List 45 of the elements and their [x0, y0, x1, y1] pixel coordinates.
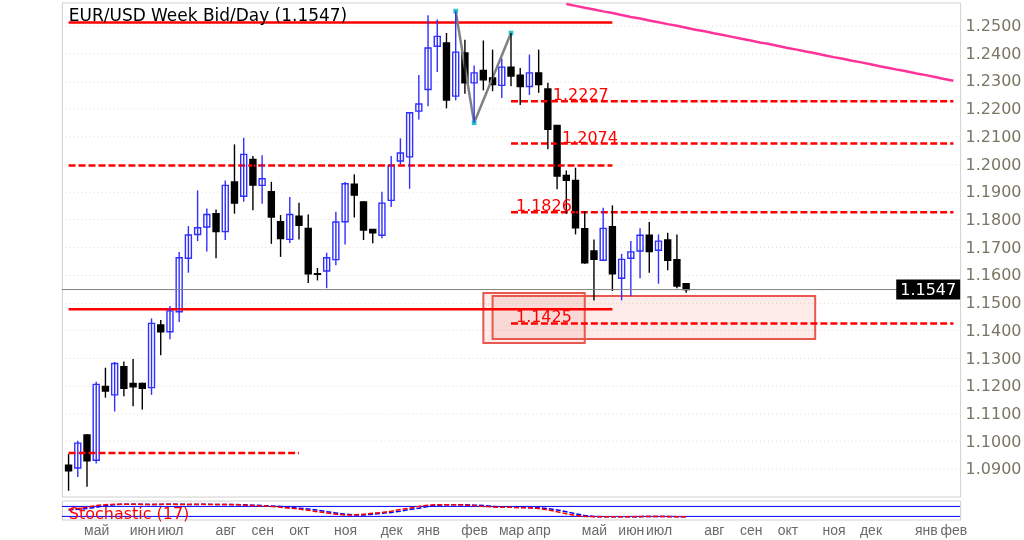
x-tick-label: ноя [822, 521, 846, 538]
x-tick-label: фев [940, 521, 968, 538]
x-tick-label: июн [618, 521, 645, 538]
x-tick-label: май [84, 521, 110, 538]
y-tick-label: 1.1400 [965, 320, 1022, 340]
x-tick-label: май [581, 521, 608, 538]
y-tick-label: 1.2500 [965, 16, 1022, 36]
x-tick-label: мар [498, 521, 525, 538]
y-tick-label: 1.2300 [965, 71, 1022, 91]
y-tick-label: 1.2000 [965, 154, 1022, 174]
y-tick-label: 1.1500 [965, 293, 1022, 313]
x-tick-label: апр [527, 521, 551, 538]
x-tick-label: дек [380, 521, 404, 538]
y-tick-label: 1.1600 [965, 265, 1022, 285]
x-tick-label: фев [461, 521, 488, 538]
x-tick-label: дек [859, 521, 883, 538]
x-tick-label: янв [914, 521, 938, 538]
x-tick-label: окт [289, 521, 311, 538]
x-tick-label: июл [645, 521, 673, 538]
x-tick-label: июл [157, 521, 184, 538]
y-tick-label: 1.1800 [965, 209, 1022, 229]
series-label: 1.1425 [515, 307, 572, 327]
ref-line-label: 1.1547 [900, 279, 957, 299]
x-tick-label: окт [777, 521, 799, 538]
line-series [565, 2, 955, 82]
y-tick-label: 1.1300 [965, 348, 1022, 368]
y-tick-label: 1.1700 [965, 237, 1022, 257]
y-tick-label: 1.0900 [965, 459, 1022, 479]
series-label: 1.2074 [562, 127, 618, 147]
x-tick-label: янв [417, 521, 440, 538]
series-label: 1.2227 [552, 85, 609, 105]
y-tick-label: 1.1100 [965, 403, 1022, 423]
x-tick-label: авг [704, 521, 725, 538]
y-tick-label: 1.1000 [965, 431, 1022, 451]
y-tick-label: 1.1900 [965, 182, 1022, 202]
x-tick-label: сен [251, 521, 274, 538]
x-tick-label: ноя [334, 521, 358, 538]
y-tick-label: 1.2400 [965, 43, 1022, 63]
y-tick-label: 1.2200 [965, 99, 1022, 119]
x-tick-label: сен [739, 521, 763, 538]
x-tick-label: авг [215, 521, 236, 538]
y-tick-label: 1.2100 [965, 126, 1022, 146]
x-tick-label: июн [129, 521, 156, 538]
chart-title: EUR/USD Week Bid/Day (1.1547) [68, 5, 348, 26]
y-tick-label: 1.1200 [965, 376, 1022, 396]
